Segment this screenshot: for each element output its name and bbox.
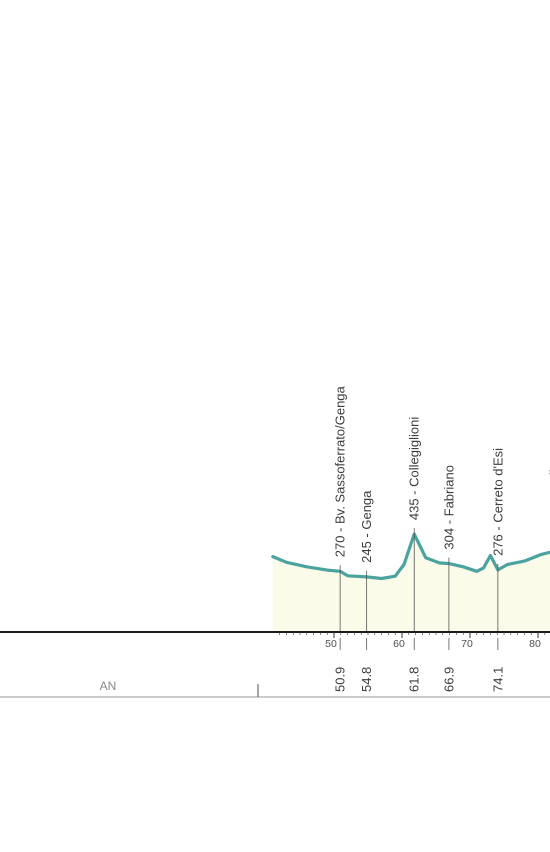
axis-tick-label: 70 <box>461 638 473 650</box>
point-label: 435 - Collegiglioni <box>407 417 422 520</box>
km-value: 82.4 <box>547 667 550 692</box>
leader-lines <box>339 528 499 650</box>
km-value: 61.8 <box>407 667 422 692</box>
point-label: 245 - Genga <box>359 490 374 563</box>
point-labels: 270 - Bv. Sassoferrato/Genga 245 - Genga 4… <box>333 385 550 563</box>
point-label: 304 - Fabriano <box>441 465 456 550</box>
km-values: 50.954.861.866.974.182.489.395.6101.0105… <box>333 667 550 692</box>
profile-line <box>271 532 550 581</box>
km-value: 66.9 <box>441 667 456 692</box>
point-label: 270 - Bv. Sassoferrato/Genga <box>333 385 348 557</box>
km-value: 50.9 <box>333 667 348 692</box>
axis-tick-label: 50 <box>325 638 337 650</box>
axis-tick-label: 80 <box>529 638 541 650</box>
profile-fill <box>272 534 550 632</box>
region-strip: AN <box>0 679 550 698</box>
axis-tick-label: 60 <box>393 638 405 650</box>
point-label: 276 - Cerreto d'Esi <box>490 448 505 556</box>
km-value: 74.1 <box>490 667 505 692</box>
x-axis-ticks: 5060708090100110120 <box>279 632 546 650</box>
region-label: AN <box>100 679 117 693</box>
point-label: 359 - Matelica <box>547 455 550 537</box>
km-value: 54.8 <box>359 667 374 692</box>
